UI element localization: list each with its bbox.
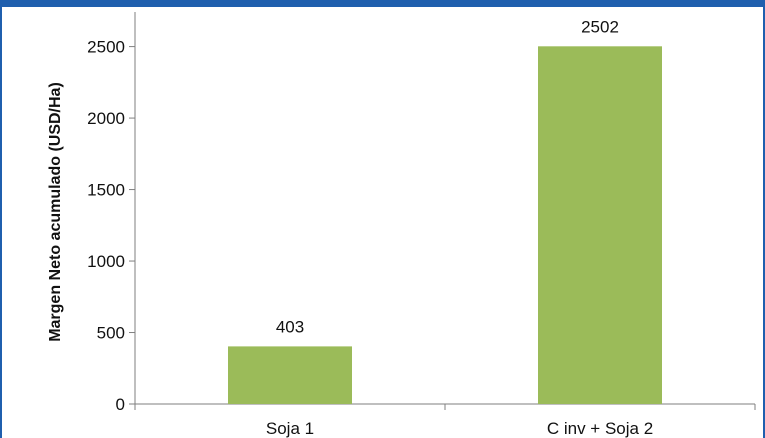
y-tick-label: 2500 [87, 38, 125, 57]
y-tick-label: 2000 [87, 109, 125, 128]
y-tick-label: 1500 [87, 181, 125, 200]
top-border-bar [2, 0, 763, 7]
y-tick-label: 500 [97, 324, 125, 343]
x-category-label: C inv + Soja 2 [547, 419, 653, 438]
x-category-label: Soja 1 [266, 419, 314, 438]
y-axis-title: Margen Neto acumulado (USD/Ha) [47, 82, 64, 342]
bar [538, 46, 662, 404]
bar [228, 346, 352, 404]
y-tick-label: 0 [116, 395, 125, 414]
y-tick-label: 1000 [87, 252, 125, 271]
bar-value-label: 2502 [581, 17, 619, 36]
bar-value-label: 403 [276, 317, 304, 336]
